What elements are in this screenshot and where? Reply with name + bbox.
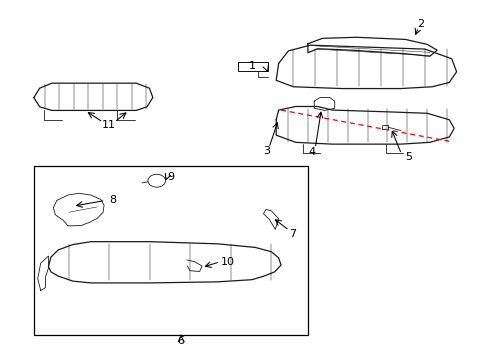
Text: 3: 3 bbox=[263, 146, 269, 156]
Text: 11: 11 bbox=[102, 120, 116, 130]
Text: 2: 2 bbox=[417, 19, 424, 30]
Text: 4: 4 bbox=[307, 147, 315, 157]
FancyBboxPatch shape bbox=[238, 62, 267, 71]
Text: 9: 9 bbox=[166, 172, 174, 182]
Text: 5: 5 bbox=[404, 152, 411, 162]
Text: 6: 6 bbox=[177, 336, 184, 346]
Text: 8: 8 bbox=[109, 195, 116, 206]
Bar bbox=[34, 166, 307, 335]
Text: 10: 10 bbox=[221, 257, 235, 267]
Text: 1: 1 bbox=[249, 61, 256, 71]
Text: 7: 7 bbox=[288, 229, 295, 239]
Circle shape bbox=[148, 174, 165, 187]
